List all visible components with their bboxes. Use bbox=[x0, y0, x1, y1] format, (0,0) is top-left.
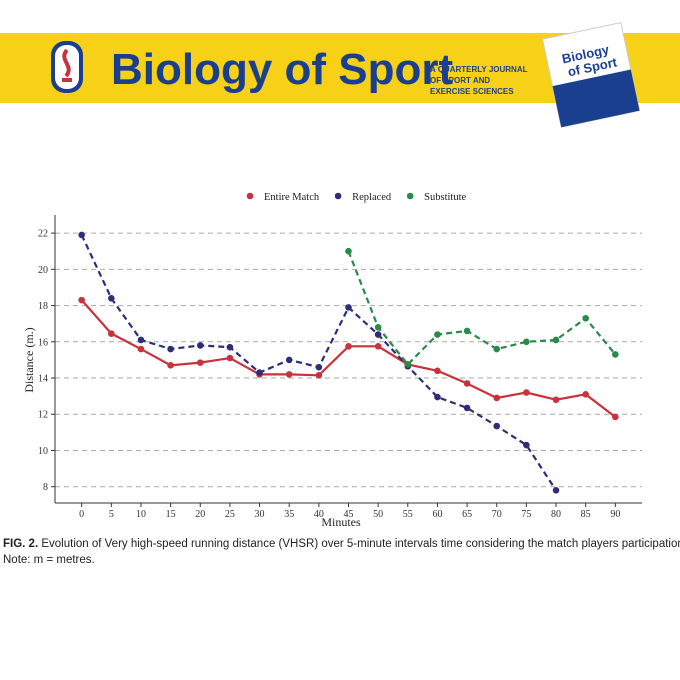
data-point bbox=[345, 304, 352, 311]
data-point bbox=[78, 296, 85, 304]
legend-label: Entire Match bbox=[264, 192, 320, 203]
x-tick-label: 20 bbox=[195, 509, 205, 520]
data-point bbox=[463, 380, 471, 387]
data-point bbox=[374, 343, 382, 350]
data-point bbox=[345, 343, 352, 350]
data-point bbox=[582, 391, 589, 398]
data-point bbox=[612, 351, 619, 358]
data-point bbox=[523, 389, 530, 396]
data-point bbox=[404, 361, 412, 368]
legend: Entire Match Replaced Substitute bbox=[246, 192, 467, 203]
data-point bbox=[612, 413, 619, 421]
y-tick-label: 22 bbox=[38, 229, 48, 240]
x-tick-label: 80 bbox=[551, 509, 561, 520]
data-point bbox=[226, 354, 234, 362]
logo bbox=[51, 41, 83, 93]
series-line bbox=[80, 299, 616, 418]
x-tick-label: 50 bbox=[373, 509, 383, 520]
tagline: OF SPORT AND bbox=[430, 76, 490, 85]
data-point bbox=[226, 343, 234, 351]
data-point bbox=[582, 314, 589, 322]
x-tick-label: 55 bbox=[403, 509, 413, 520]
caption-label: FIG. 2. bbox=[3, 538, 38, 550]
data-point bbox=[167, 345, 174, 353]
data-point bbox=[137, 345, 145, 353]
data-point bbox=[493, 345, 501, 353]
data-point bbox=[493, 394, 501, 402]
data-point bbox=[285, 356, 293, 364]
cover: Biology of Sport bbox=[541, 21, 641, 128]
y-tick-label: 20 bbox=[38, 265, 48, 276]
x-axis-label: Minutes bbox=[321, 515, 361, 529]
data-point bbox=[256, 369, 263, 376]
legend-marker bbox=[246, 192, 254, 200]
legend-marker bbox=[334, 192, 342, 200]
data-point bbox=[137, 336, 145, 344]
data-point bbox=[434, 393, 441, 401]
y-tick-label: 10 bbox=[38, 446, 48, 457]
y-tick-label: 14 bbox=[38, 374, 48, 385]
data-point bbox=[374, 324, 382, 331]
data-point bbox=[374, 331, 382, 338]
x-tick-label: 10 bbox=[136, 509, 146, 520]
data-point bbox=[463, 404, 471, 412]
x-tick-label: 90 bbox=[610, 509, 620, 520]
y-tick-label: 8 bbox=[43, 482, 48, 493]
data-point bbox=[108, 330, 115, 337]
x-tick-label: 40 bbox=[314, 509, 324, 520]
x-tick-label: 85 bbox=[581, 509, 591, 520]
data-point bbox=[345, 247, 352, 255]
legend-marker bbox=[406, 192, 414, 200]
legend-label: Substitute bbox=[424, 192, 466, 203]
data-point bbox=[167, 362, 174, 369]
data-point bbox=[315, 363, 323, 371]
journal-title: Biology of Sport bbox=[111, 45, 454, 94]
x-tick-label: 65 bbox=[462, 509, 472, 520]
data-point bbox=[552, 336, 560, 344]
x-tick-label: 30 bbox=[255, 509, 265, 520]
data-point bbox=[285, 371, 293, 378]
x-tick-label: 75 bbox=[521, 509, 531, 520]
series-line bbox=[80, 234, 557, 491]
x-tick-label: 25 bbox=[225, 509, 235, 520]
x-tick-label: 35 bbox=[284, 509, 294, 520]
y-tick-label: 16 bbox=[38, 337, 48, 348]
data-point bbox=[493, 422, 501, 430]
y-tick-label: 18 bbox=[38, 301, 48, 312]
data-point bbox=[108, 295, 115, 302]
data-point bbox=[315, 372, 323, 379]
x-tick-label: 60 bbox=[432, 509, 442, 520]
tagline: A QUARTERLY JOURNAL bbox=[430, 65, 528, 74]
y-axis-label: Distance (m.) bbox=[22, 327, 36, 392]
data-point bbox=[552, 487, 560, 494]
x-tick-label: 45 bbox=[344, 509, 354, 520]
caption: FIG. 2. Evolution of Very high-speed run… bbox=[3, 538, 680, 550]
data-point bbox=[196, 342, 204, 349]
tagline: EXERCISE SCIENCES bbox=[430, 87, 514, 96]
series-line bbox=[347, 250, 617, 367]
y-tick-label: 12 bbox=[38, 410, 48, 421]
data-point bbox=[552, 396, 560, 404]
caption-note: Note: m = metres. bbox=[3, 554, 95, 566]
legend-label: Replaced bbox=[352, 192, 392, 203]
data-point bbox=[434, 367, 441, 375]
data-point bbox=[523, 441, 530, 449]
data-point bbox=[463, 327, 471, 335]
x-tick-label: 5 bbox=[109, 509, 114, 520]
data-point bbox=[78, 231, 85, 239]
x-tick-label: 15 bbox=[166, 509, 176, 520]
data-point bbox=[196, 359, 204, 366]
data-point bbox=[523, 338, 530, 346]
data-point bbox=[434, 331, 441, 338]
x-tick-label: 0 bbox=[79, 509, 84, 520]
x-tick-label: 70 bbox=[492, 509, 502, 520]
caption-text: Evolution of Very high-speed running dis… bbox=[41, 538, 680, 550]
